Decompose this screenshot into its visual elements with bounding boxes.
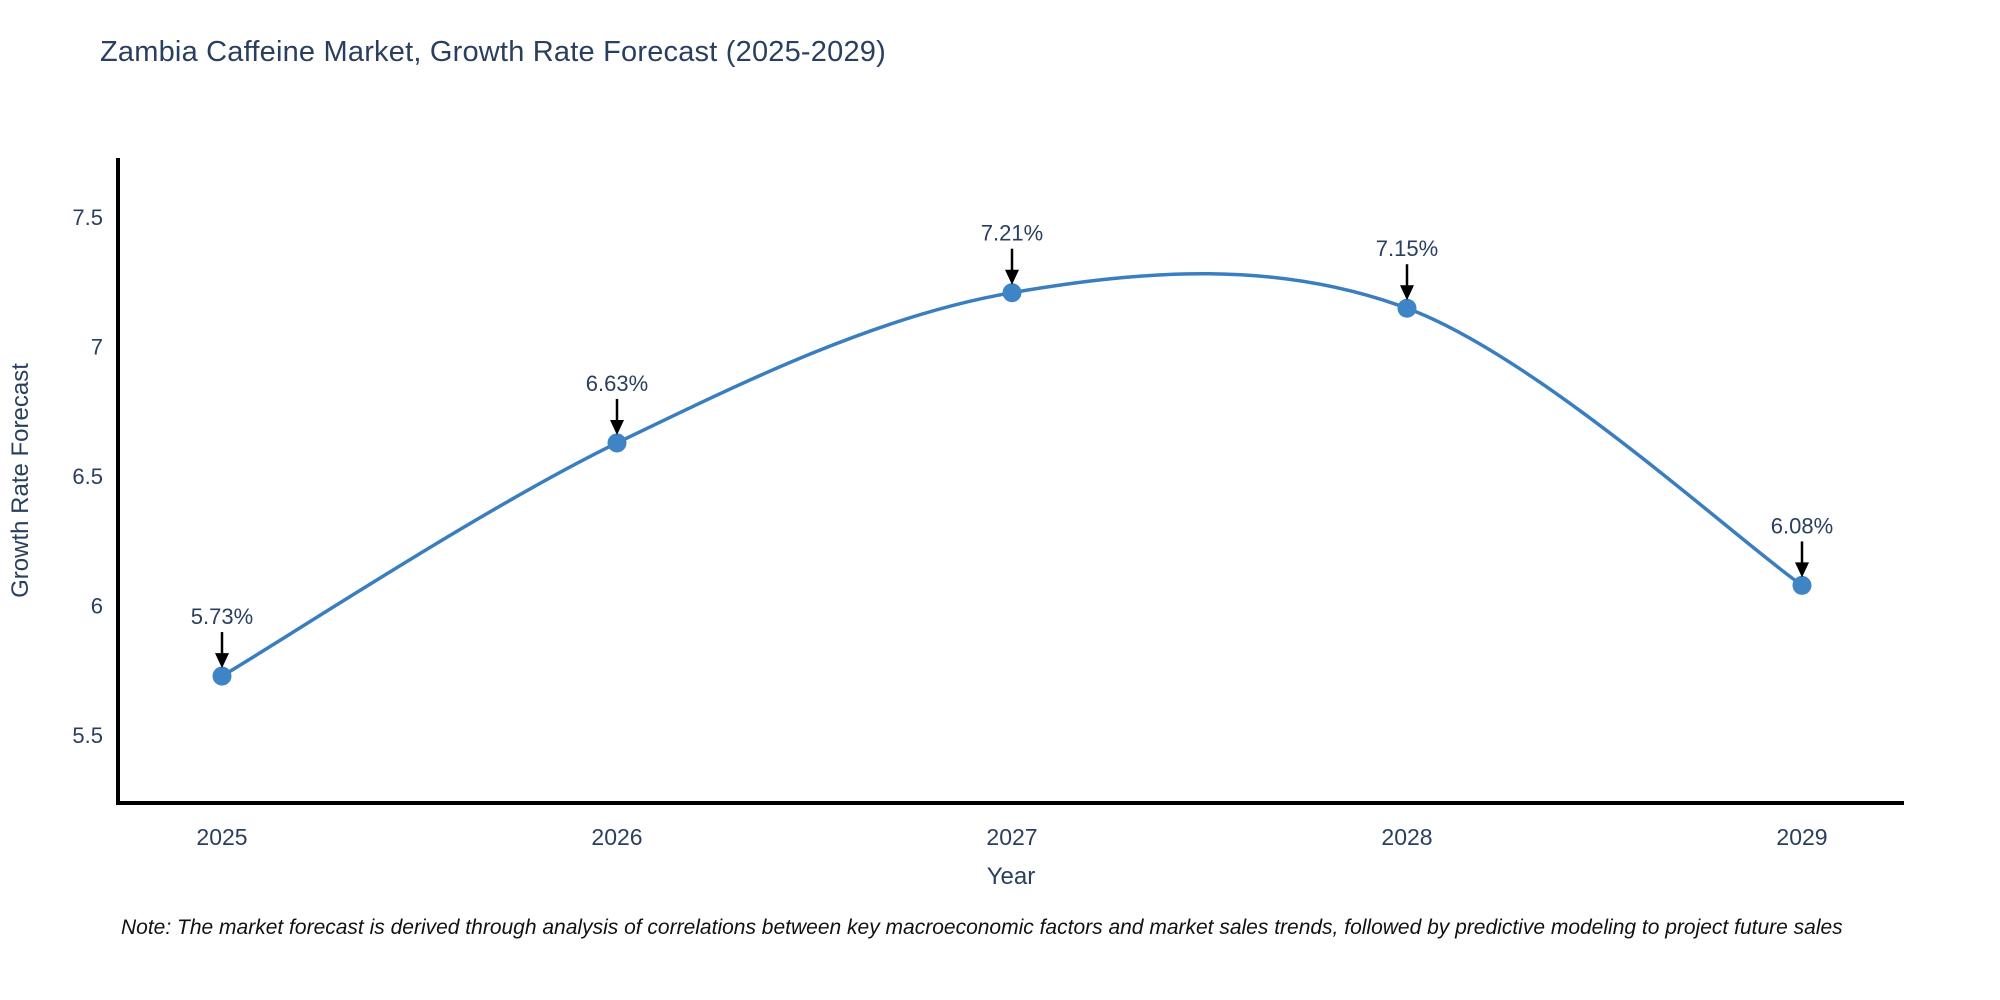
data-point-marker[interactable]: [1002, 283, 1022, 303]
y-tick-label: 6.5: [72, 464, 103, 489]
data-point-label: 6.63%: [586, 371, 648, 396]
x-tick-label: 2029: [1776, 824, 1827, 850]
footnote: Note: The market forecast is derived thr…: [121, 916, 1843, 939]
x-tick-label: 2028: [1381, 824, 1432, 850]
y-tick-label: 5.5: [72, 723, 103, 748]
y-tick-label: 6: [91, 594, 103, 619]
y-axis-title: Growth Rate Forecast: [7, 363, 34, 598]
data-point-label: 6.08%: [1771, 513, 1833, 538]
data-point-label: 7.15%: [1376, 236, 1438, 261]
data-point-marker[interactable]: [607, 433, 627, 453]
data-point-label: 7.21%: [981, 221, 1043, 246]
annotation-arrowhead: [1795, 562, 1809, 578]
y-tick-label: 7: [91, 335, 103, 360]
annotation-arrowhead: [610, 419, 624, 435]
y-tick-label: 7.5: [72, 205, 103, 230]
annotation-arrowhead: [1005, 269, 1019, 285]
data-point-marker[interactable]: [1397, 298, 1417, 318]
data-point-label: 5.73%: [191, 604, 253, 629]
x-tick-label: 2025: [196, 824, 247, 850]
annotation-arrowhead: [1400, 285, 1414, 301]
annotation-arrowhead: [215, 653, 229, 669]
chart-title: Zambia Caffeine Market, Growth Rate Fore…: [100, 36, 886, 68]
x-axis-title: Year: [987, 863, 1036, 890]
x-tick-label: 2027: [986, 824, 1037, 850]
line-series: [220, 271, 1804, 678]
x-tick-label: 2026: [591, 824, 642, 850]
data-point-marker[interactable]: [1792, 575, 1812, 595]
data-point-marker[interactable]: [212, 666, 232, 686]
